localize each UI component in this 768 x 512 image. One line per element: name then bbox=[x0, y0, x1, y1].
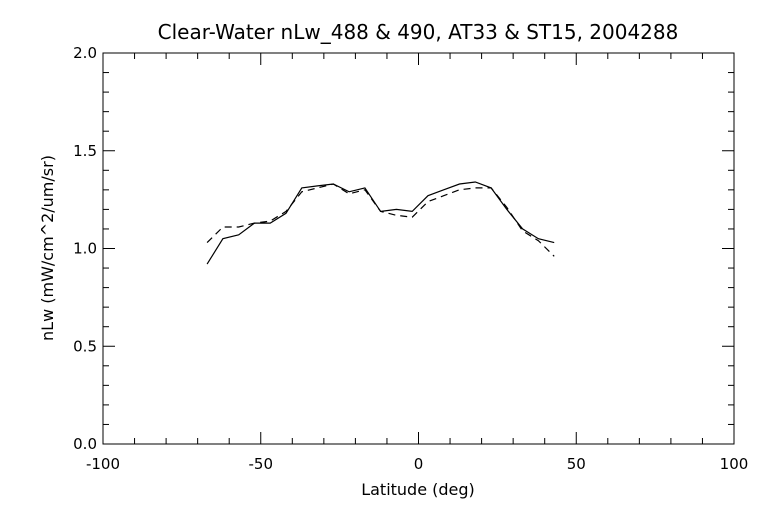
axis-ticks bbox=[102, 52, 735, 445]
x-tick-label: -50 bbox=[249, 455, 274, 473]
y-tick-label: 2.0 bbox=[73, 44, 97, 62]
series-line-solid bbox=[206, 181, 555, 265]
plot-frame bbox=[102, 52, 735, 445]
x-tick-label: 50 bbox=[567, 455, 586, 473]
y-tick-label: 0.0 bbox=[73, 435, 97, 453]
x-tick-label: -100 bbox=[86, 455, 120, 473]
y-tick-label: 1.0 bbox=[73, 240, 97, 258]
y-tick-label: 1.5 bbox=[73, 142, 97, 160]
y-axis-label: nLw (mW/cm^2/um/sr) bbox=[38, 155, 57, 341]
series-line-dashed bbox=[206, 183, 555, 257]
y-tick-labels: 0.0 0.5 1.0 1.5 2.0 bbox=[73, 44, 97, 453]
series-group bbox=[206, 181, 555, 265]
x-tick-label: 100 bbox=[720, 455, 749, 473]
chart-title: Clear-Water nLw_488 & 490, AT33 & ST15, … bbox=[158, 20, 679, 44]
x-tick-labels: -100 -50 0 50 100 bbox=[86, 455, 748, 473]
y-tick-label: 0.5 bbox=[73, 337, 97, 355]
x-tick-label: 0 bbox=[414, 455, 424, 473]
x-axis-label: Latitude (deg) bbox=[361, 480, 475, 499]
